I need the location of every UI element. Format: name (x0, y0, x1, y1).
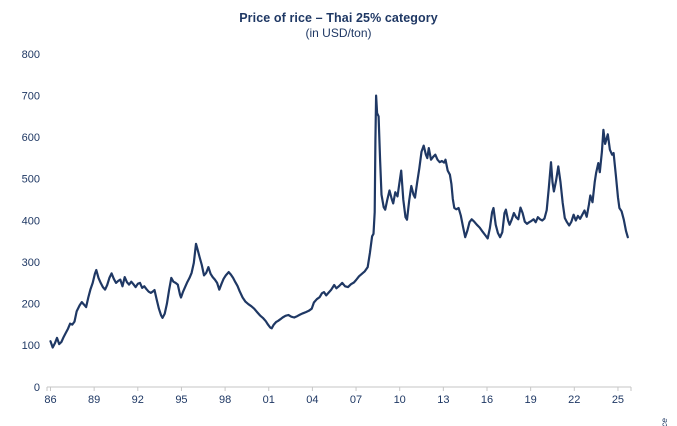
chart-title: Price of rice – Thai 25% category (239, 11, 438, 25)
y-tick-label: 300 (22, 257, 40, 269)
y-tick-label: 700 (22, 90, 40, 102)
y-tick-label: 800 (22, 49, 40, 61)
x-tick-label: 10 (394, 394, 406, 406)
x-tick-label: 13 (437, 394, 449, 406)
x-tick-label: 92 (132, 394, 144, 406)
x-tick-label: 86 (44, 394, 56, 406)
x-tick-label: 01 (263, 394, 275, 406)
y-tick-label: 100 (22, 340, 40, 352)
x-tick-label: 19 (525, 394, 537, 406)
x-tick-label: 04 (306, 394, 318, 406)
x-tick-label: 22 (568, 394, 580, 406)
x-tick-label: 07 (350, 394, 362, 406)
x-tick-label: 95 (175, 394, 187, 406)
y-tick-label: 400 (22, 215, 40, 227)
source-note: Sources: World Bank, Macrobond, Coface (659, 418, 669, 426)
chart-subtitle: (in USD/ton) (305, 26, 372, 40)
x-tick-label: 89 (88, 394, 100, 406)
y-tick-label: 0 (34, 382, 40, 394)
x-tick-label: 25 (612, 394, 624, 406)
price-line-series (49, 94, 629, 349)
x-tick-label: 98 (219, 394, 231, 406)
y-tick-label: 500 (22, 174, 40, 186)
x-tick-label: 16 (481, 394, 493, 406)
y-tick-label: 600 (22, 132, 40, 144)
y-tick-label: 200 (22, 299, 40, 311)
